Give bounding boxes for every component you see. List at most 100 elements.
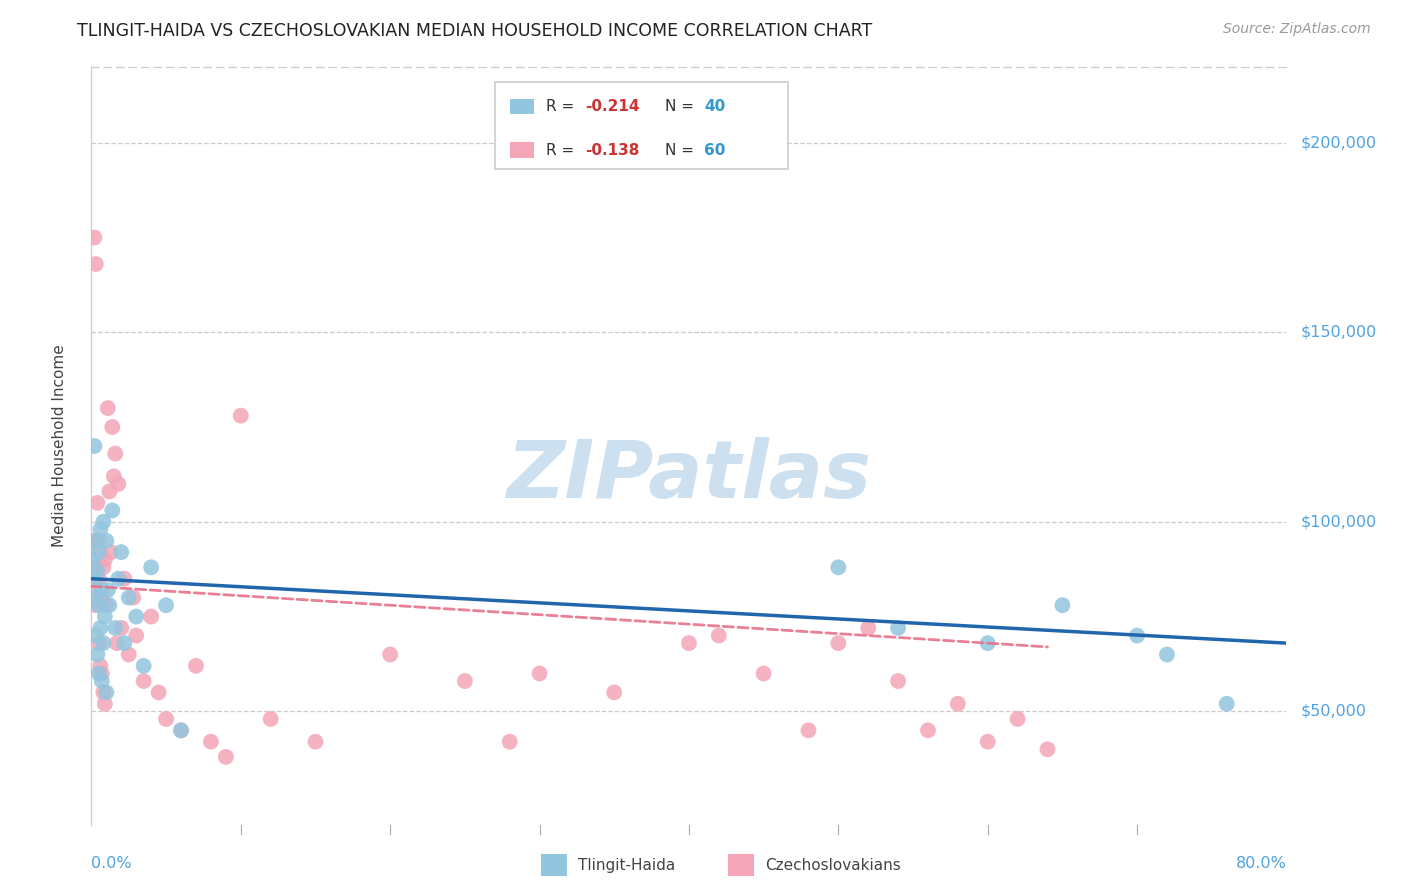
Point bbox=[858, 621, 880, 635]
Point bbox=[84, 598, 107, 612]
Text: Czechoslovakians: Czechoslovakians bbox=[765, 858, 901, 872]
Point bbox=[83, 572, 105, 586]
Text: N =: N = bbox=[665, 99, 699, 114]
Point bbox=[94, 552, 117, 567]
Point bbox=[112, 572, 135, 586]
Text: N =: N = bbox=[665, 143, 699, 158]
Text: TLINGIT-HAIDA VS CZECHOSLOVAKIAN MEDIAN HOUSEHOLD INCOME CORRELATION CHART: TLINGIT-HAIDA VS CZECHOSLOVAKIAN MEDIAN … bbox=[77, 22, 873, 40]
Point bbox=[83, 560, 105, 574]
Point bbox=[86, 564, 108, 578]
Point bbox=[89, 523, 111, 537]
Text: R =: R = bbox=[546, 99, 579, 114]
Point bbox=[1126, 628, 1149, 642]
Point bbox=[887, 674, 910, 689]
Point bbox=[101, 420, 124, 434]
Point bbox=[103, 469, 125, 483]
Text: Source: ZipAtlas.com: Source: ZipAtlas.com bbox=[1223, 22, 1371, 37]
Point bbox=[87, 598, 110, 612]
Point bbox=[82, 552, 104, 567]
Point bbox=[87, 572, 110, 586]
Point bbox=[86, 496, 108, 510]
Text: -0.214: -0.214 bbox=[585, 99, 640, 114]
Point bbox=[89, 658, 111, 673]
Point bbox=[976, 636, 998, 650]
Text: Tlingit-Haida: Tlingit-Haida bbox=[578, 858, 675, 872]
Point bbox=[797, 723, 820, 738]
Point bbox=[90, 674, 112, 689]
Point bbox=[83, 230, 105, 244]
Point bbox=[83, 439, 105, 453]
Point bbox=[603, 685, 626, 699]
Point bbox=[827, 636, 849, 650]
Point bbox=[90, 583, 112, 598]
Point bbox=[118, 591, 141, 605]
Point bbox=[97, 583, 120, 598]
Point bbox=[170, 723, 193, 738]
Point bbox=[141, 560, 163, 574]
Text: Median Household Income: Median Household Income bbox=[52, 344, 66, 548]
Point bbox=[93, 685, 115, 699]
Point bbox=[304, 735, 326, 749]
Point bbox=[887, 621, 910, 635]
Point bbox=[155, 712, 177, 726]
Point bbox=[132, 674, 155, 689]
Point bbox=[86, 583, 108, 598]
Point bbox=[90, 666, 112, 681]
Point bbox=[827, 560, 849, 574]
Text: ZIPatlas: ZIPatlas bbox=[506, 437, 872, 516]
Text: 80.0%: 80.0% bbox=[1236, 855, 1286, 871]
Point bbox=[229, 409, 252, 423]
Point bbox=[94, 697, 117, 711]
Bar bbox=[510, 143, 534, 158]
Point bbox=[184, 658, 207, 673]
Point bbox=[148, 685, 170, 699]
Point bbox=[1007, 712, 1029, 726]
Bar bbox=[510, 99, 534, 114]
Text: R =: R = bbox=[546, 143, 579, 158]
Point bbox=[87, 636, 110, 650]
Point bbox=[82, 533, 104, 548]
Point bbox=[454, 674, 477, 689]
Point bbox=[112, 636, 135, 650]
Point bbox=[97, 401, 120, 416]
Point bbox=[122, 591, 145, 605]
Point bbox=[96, 533, 118, 548]
Point bbox=[89, 545, 111, 559]
Point bbox=[101, 503, 124, 517]
Point bbox=[110, 545, 132, 559]
Point bbox=[96, 685, 118, 699]
Point bbox=[1156, 648, 1178, 662]
Point bbox=[84, 591, 107, 605]
Point bbox=[118, 648, 141, 662]
Point bbox=[87, 533, 110, 548]
Point bbox=[125, 609, 148, 624]
Point bbox=[707, 628, 730, 642]
Point bbox=[1052, 598, 1074, 612]
Point bbox=[93, 515, 115, 529]
Text: 60: 60 bbox=[704, 143, 725, 158]
Point bbox=[100, 545, 122, 559]
Point bbox=[1216, 697, 1239, 711]
Text: $200,000: $200,000 bbox=[1301, 136, 1376, 150]
Point bbox=[917, 723, 939, 738]
Point bbox=[259, 712, 281, 726]
Point bbox=[110, 621, 132, 635]
Point bbox=[94, 609, 117, 624]
Point bbox=[529, 666, 551, 681]
Text: $150,000: $150,000 bbox=[1301, 325, 1376, 340]
Point bbox=[105, 636, 128, 650]
Point bbox=[104, 621, 127, 635]
Point bbox=[141, 609, 163, 624]
Point bbox=[132, 658, 155, 673]
Point bbox=[215, 749, 238, 764]
Point bbox=[107, 476, 129, 491]
Point bbox=[200, 735, 222, 749]
Point bbox=[125, 628, 148, 642]
Point bbox=[98, 484, 121, 499]
Text: 40: 40 bbox=[704, 99, 725, 114]
Point bbox=[104, 446, 127, 460]
Point bbox=[155, 598, 177, 612]
Point bbox=[84, 533, 107, 548]
Point bbox=[93, 560, 115, 574]
Text: $100,000: $100,000 bbox=[1301, 515, 1376, 529]
